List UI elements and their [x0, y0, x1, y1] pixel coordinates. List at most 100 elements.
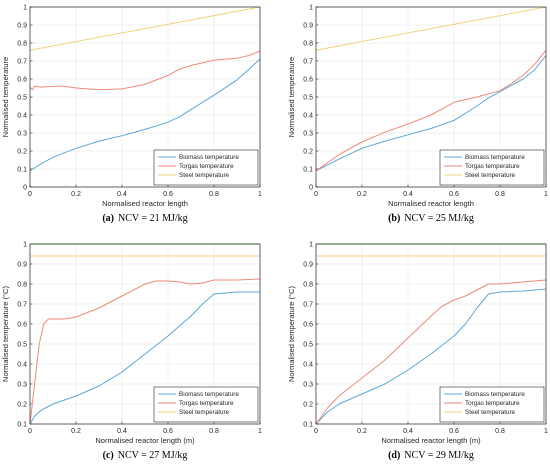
y-tick-label: 0.3 — [303, 381, 313, 388]
legend: Biomass temperature Torgas temperature Ste… — [439, 149, 545, 186]
legend-entry: Torgas temperature — [465, 400, 520, 407]
panel-caption: (d) NCV = 29 MJ/kg — [388, 450, 474, 461]
legend-box — [153, 386, 259, 423]
biomass-temperature-line — [315, 288, 547, 425]
y-tick-label: 0.9 — [17, 261, 27, 268]
legend-entry: Steel temperature — [465, 172, 516, 179]
x-axis-label: Normalised reactor length (m) — [381, 436, 481, 445]
y-tick-label: 0.1 — [17, 421, 27, 428]
y-tick-label: 0.4 — [17, 112, 27, 119]
y-tick-label: 0.7 — [17, 301, 27, 308]
torgas-temperature-line — [29, 50, 261, 91]
x-tick-label: 1 — [544, 428, 548, 435]
y-tick-label: 0.1 — [17, 166, 27, 173]
y-tick-label: 0.6 — [17, 76, 27, 83]
y-tick-label: 0.9 — [303, 261, 313, 268]
y-tick-label: 0.6 — [303, 321, 313, 328]
panel-caption-text: NCV = 21 MJ/kg — [118, 213, 188, 224]
x-tick-label: 0.6 — [163, 191, 173, 198]
x-tick-label: 0.4 — [117, 428, 127, 435]
x-tick-label: 0.8 — [495, 191, 505, 198]
x-tick-label: 0 — [314, 428, 318, 435]
x-axis-label: Normalised reactor length (m) — [95, 436, 195, 445]
x-tick-label: 0.6 — [163, 428, 173, 435]
y-tick-label: 0.5 — [17, 94, 27, 101]
x-axis-label: Normalised reactor length — [388, 199, 474, 208]
y-axis-label: Normalised temperature (°C) — [287, 286, 296, 382]
y-tick-label: 0.9 — [303, 22, 313, 29]
y-tick-label: 0.6 — [17, 321, 27, 328]
panel-caption-text: NCV = 25 MJ/kg — [404, 213, 474, 224]
y-tick-label: 0.5 — [17, 341, 27, 348]
y-tick-label: 0.7 — [17, 58, 27, 65]
x-tick-label: 0.4 — [403, 191, 413, 198]
y-axis-label: Normalised temperature (°C) — [1, 286, 10, 382]
steel-temperature-line — [29, 6, 261, 51]
y-tick-label: 0.4 — [303, 361, 313, 368]
y-tick-label: 0.8 — [17, 40, 27, 47]
torgas-temperature-line — [29, 278, 261, 425]
axes-box — [29, 243, 261, 425]
torgas-temperature-line — [315, 279, 547, 425]
biomass-temperature-line — [315, 55, 547, 172]
legend-entry: Steel temperature — [465, 409, 516, 416]
x-tick-label: 0.2 — [71, 428, 81, 435]
legend: Biomass temperature Torgas temperature Ste… — [153, 386, 259, 423]
legend: Biomass temperature Torgas temperature Ste… — [439, 386, 545, 423]
x-tick-label: 0.6 — [449, 428, 459, 435]
chart-panel-a: 0 0.2 0.4 0.6 0.8 1 0 0.1 0.2 0.3 0.4 0.5 0.6 0.7 0.8 0… — [1, 4, 262, 224]
chart-panel-c: 0 0.2 0.4 0.6 0.8 1 0.1 0.2 0.3 0.4 0.5 0.6 0.7 0.8 0.… — [1, 241, 262, 461]
legend-entry: Torgas temperature — [179, 400, 234, 407]
x-tick-label: 0.8 — [495, 428, 505, 435]
x-tick-label: 0.2 — [71, 191, 81, 198]
y-tick-label: 0 — [23, 184, 27, 191]
y-tick-label: 0.3 — [303, 130, 313, 137]
y-tick-label: 0.9 — [17, 22, 27, 29]
legend-box — [439, 386, 545, 423]
x-tick-label: 0 — [28, 191, 32, 198]
y-tick-label: 0.2 — [17, 401, 27, 408]
y-tick-label: 0.1 — [303, 421, 313, 428]
x-tick-label: 1 — [258, 428, 262, 435]
legend-entry: Biomass temperature — [465, 391, 525, 398]
y-axis-label: Normalised temperature — [1, 57, 10, 137]
y-tick-label: 0.3 — [17, 130, 27, 137]
y-tick-label: 1 — [23, 4, 27, 11]
biomass-temperature-line — [29, 58, 261, 172]
axes-box — [315, 243, 547, 425]
panel-caption-label: (d) — [388, 450, 400, 461]
y-tick-label: 0.4 — [303, 112, 313, 119]
x-tick-label: 1 — [544, 191, 548, 198]
y-tick-label: 0.8 — [303, 281, 313, 288]
panel-caption-label: (c) — [103, 450, 114, 461]
y-tick-label: 1 — [309, 241, 313, 248]
x-tick-label: 1 — [258, 191, 262, 198]
y-tick-label: 0.8 — [17, 281, 27, 288]
y-tick-label: 0 — [309, 184, 313, 191]
biomass-temperature-line — [29, 291, 260, 425]
legend-entry: Torgas temperature — [465, 163, 520, 170]
y-tick-label: 0.4 — [17, 361, 27, 368]
panel-caption: (c) NCV = 27 MJ/kg — [103, 450, 188, 461]
panel-caption-label: (a) — [102, 213, 114, 224]
axes-box — [29, 6, 261, 188]
panel-caption-text: NCV = 29 MJ/kg — [404, 450, 474, 461]
x-tick-label: 0.4 — [117, 191, 127, 198]
panel-caption: (b) NCV = 25 MJ/kg — [388, 213, 474, 224]
y-tick-label: 0.5 — [303, 341, 313, 348]
y-tick-label: 1 — [309, 4, 313, 11]
axes-box — [315, 6, 547, 188]
legend-entry: Steel temperature — [179, 409, 230, 416]
y-tick-label: 0.2 — [303, 401, 313, 408]
legend: Biomass temperature Torgas temperature Ste… — [153, 149, 259, 186]
x-tick-label: 0.8 — [209, 191, 219, 198]
legend-entry: Biomass temperature — [465, 154, 525, 161]
y-tick-label: 0.6 — [303, 76, 313, 83]
x-tick-label: 0.8 — [209, 428, 219, 435]
chart-panel-b: 0 0.2 0.4 0.6 0.8 1 0 0.1 0.2 0.3 0.4 0.5 0.6 0.7 0.8 0… — [287, 4, 548, 224]
y-tick-label: 0.2 — [303, 148, 313, 155]
panel-caption-label: (b) — [388, 213, 400, 224]
legend-box — [153, 149, 259, 186]
x-tick-label: 0.6 — [449, 191, 459, 198]
